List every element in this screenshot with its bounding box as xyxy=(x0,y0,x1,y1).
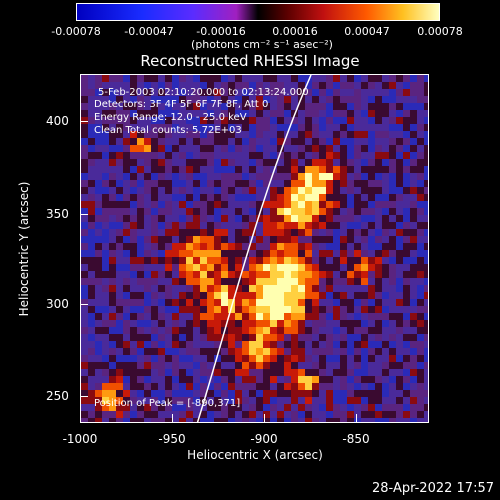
x-tick-label: -950 xyxy=(158,432,186,446)
y-tick-mark xyxy=(80,121,88,122)
info-time-range: 5-Feb-2003 02:10:20.000 to 02:13:24.000 xyxy=(98,87,309,98)
x-tick-label: -900 xyxy=(250,432,278,446)
x-axis-label: Heliocentric X (arcsec) xyxy=(187,448,323,462)
image-plot: 5-Feb-2003 02:10:20.000 to 02:13:24.000 … xyxy=(80,74,429,423)
y-tick-mark xyxy=(80,396,88,397)
y-tick-mark xyxy=(80,304,88,305)
colorbar-tick-label: 0.00016 xyxy=(272,25,318,38)
x-tick-mark xyxy=(356,414,357,422)
x-tick-mark xyxy=(264,414,265,422)
x-tick-label: -850 xyxy=(342,432,370,446)
timestamp: 28-Apr-2022 17:57 xyxy=(372,481,494,496)
info-detectors: Detectors: 3F 4F 5F 6F 7F 8F, Att 0 xyxy=(94,99,269,110)
y-tick-label: 350 xyxy=(46,207,69,221)
y-axis-label: Heliocentric Y (arcsec) xyxy=(17,181,31,317)
info-energy-range: Energy Range: 12.0 - 25.0 keV xyxy=(94,112,247,123)
colorbar-tick-label: -0.00047 xyxy=(124,25,174,38)
info-clean-counts: Clean Total counts: 5.72E+03 xyxy=(94,125,242,136)
y-tick-label: 250 xyxy=(46,389,69,403)
colorbar-units: (photons cm⁻² s⁻¹ asec⁻²) xyxy=(191,38,333,51)
x-tick-mark xyxy=(80,414,81,422)
colorbar-tick-label: 0.00047 xyxy=(344,25,390,38)
x-tick-mark xyxy=(172,414,173,422)
colorbar-tick-label: -0.00078 xyxy=(51,25,101,38)
y-tick-label: 300 xyxy=(46,297,69,311)
colorbar-tick-label: -0.00016 xyxy=(196,25,246,38)
plot-title: Reconstructed RHESSI Image xyxy=(140,52,360,70)
x-tick-label: -1000 xyxy=(62,432,98,446)
colorbar-tick-label: 0.00078 xyxy=(417,25,463,38)
y-tick-label: 400 xyxy=(46,114,69,128)
y-tick-mark xyxy=(80,214,88,215)
colorbar xyxy=(76,3,440,21)
info-peak-position: Position of Peak = [-890,371] xyxy=(94,398,241,409)
